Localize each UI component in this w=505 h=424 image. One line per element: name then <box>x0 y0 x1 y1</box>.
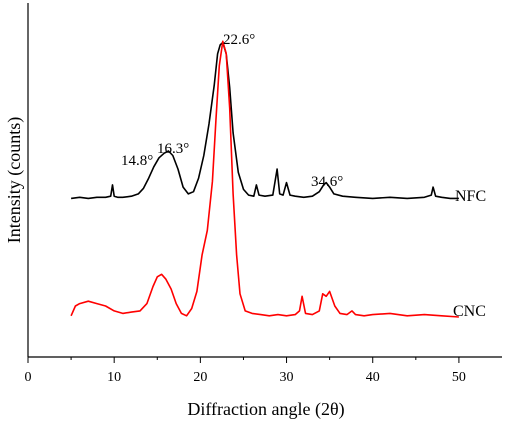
annotation-16-3: 16.3° <box>157 141 189 157</box>
annotation-34-6: 34.6° <box>311 174 343 190</box>
series-label-cnc: CNC <box>453 303 486 320</box>
x-tick-label-20: 20 <box>193 370 207 385</box>
x-tick-label-10: 10 <box>107 370 121 385</box>
series-line-nfc <box>70 41 459 200</box>
series-line-cnc <box>70 40 459 318</box>
x-tick-label-0: 0 <box>25 370 32 385</box>
y-axis-label: Intensity (counts) <box>4 117 25 243</box>
x-tick-label-30: 30 <box>280 370 294 385</box>
series-label-nfc: NFC <box>455 188 486 205</box>
annotation-14-8: 14.8° <box>121 153 153 169</box>
annotation-22-6: 22.6° <box>223 32 255 48</box>
x-axis-label: Diffraction angle (2θ) <box>187 399 344 420</box>
x-tick-label-50: 50 <box>452 370 466 385</box>
x-ticks: 0 10 20 30 40 50 <box>25 357 466 385</box>
x-tick-label-40: 40 <box>366 370 380 385</box>
series-group <box>70 40 459 318</box>
